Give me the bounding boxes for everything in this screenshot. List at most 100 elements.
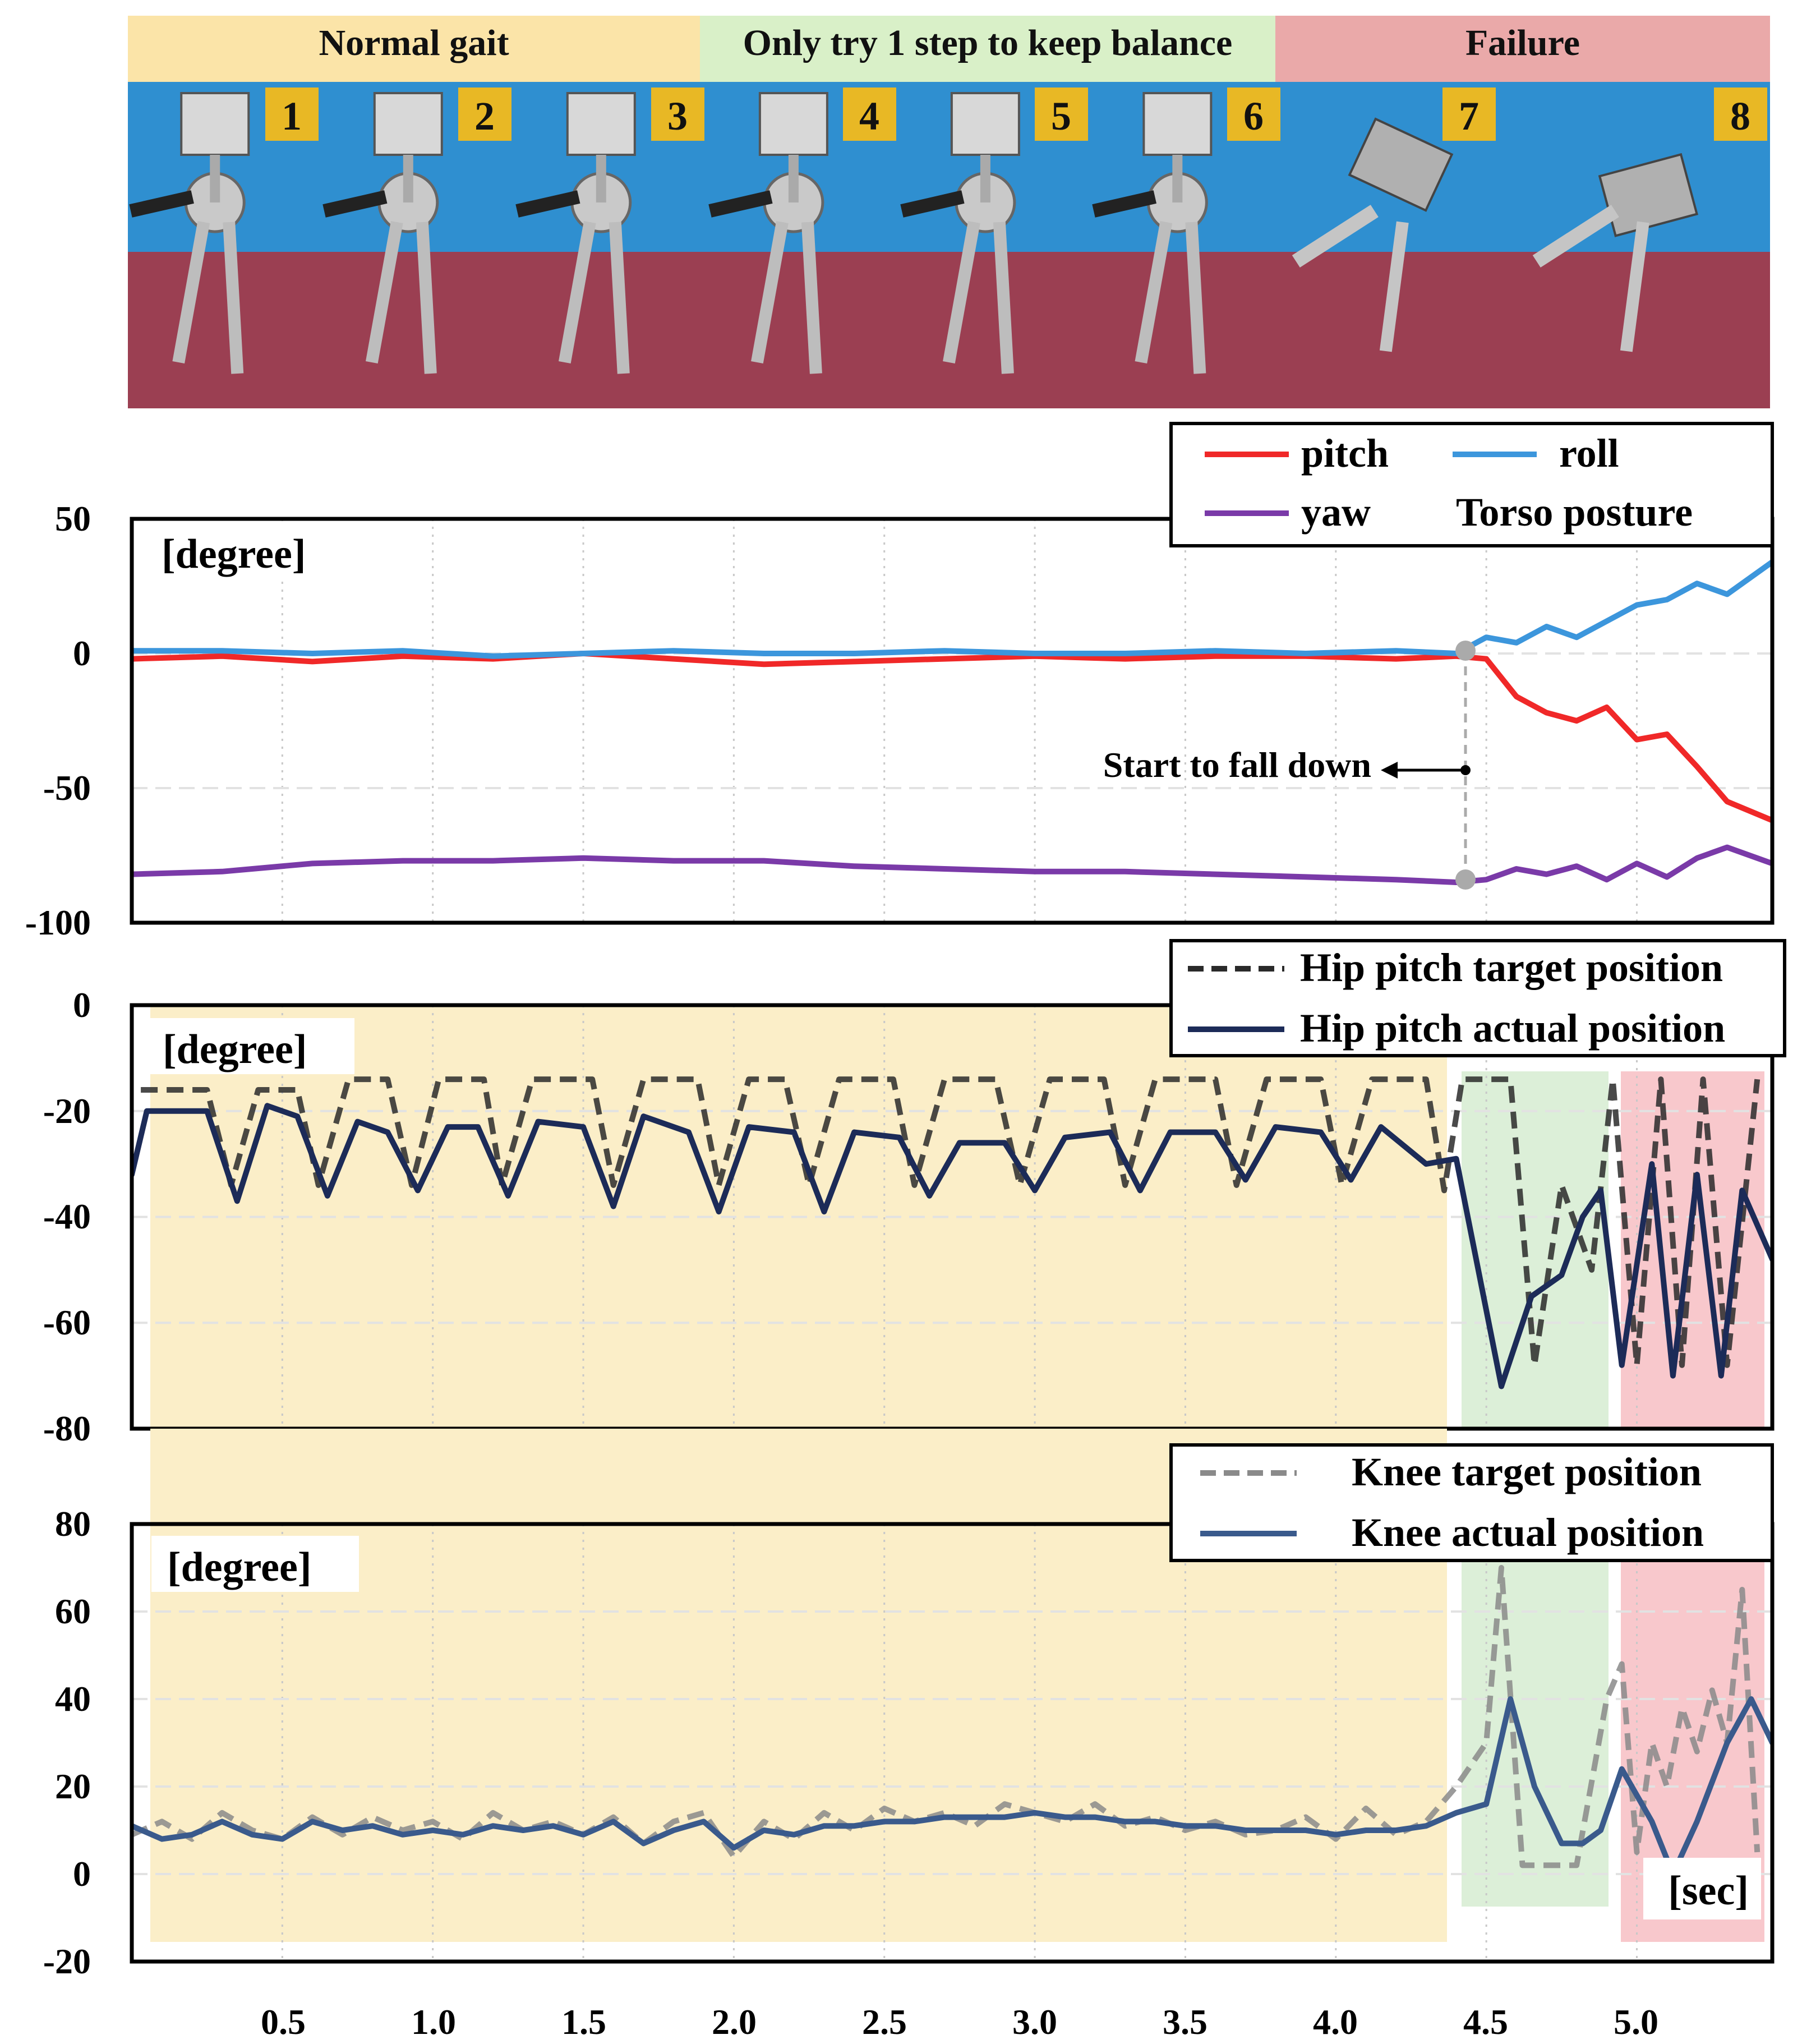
unit-label-hip: [degree] bbox=[163, 1026, 307, 1072]
ytick-label: 0 bbox=[73, 633, 91, 673]
xtick-label: 4.0 bbox=[1313, 2002, 1358, 2042]
event-marker-top bbox=[1455, 641, 1476, 661]
frame-number-badge bbox=[1227, 88, 1280, 141]
ytick-label: -100 bbox=[25, 903, 91, 942]
xtick-label: 2.5 bbox=[862, 2002, 907, 2042]
phase-label-failure: Failure bbox=[1465, 22, 1580, 63]
unit-label-bg bbox=[151, 1536, 359, 1592]
ytick-label: 0 bbox=[73, 1854, 91, 1894]
photo-floor bbox=[321, 252, 514, 408]
ytick-label: 80 bbox=[55, 1504, 91, 1544]
xtick-label: 1.5 bbox=[561, 2002, 606, 2042]
frame-number-badge bbox=[843, 88, 896, 141]
series-line-yaw bbox=[132, 844, 1772, 885]
xtick-label: 3.0 bbox=[1012, 2002, 1057, 2042]
photo-floor bbox=[128, 252, 321, 408]
robot-silhouette bbox=[1092, 92, 1213, 374]
series-line-hip-actual bbox=[132, 1103, 1772, 1389]
ytick-label: 0 bbox=[73, 985, 91, 1025]
photo-strip: 1 2 3 4 5 6 7 8 bbox=[128, 82, 1770, 408]
frame-number-label: 5 bbox=[1051, 94, 1071, 139]
frame-number-badge bbox=[458, 88, 511, 141]
photo-floor bbox=[899, 252, 1091, 408]
frame-number-badge bbox=[651, 88, 704, 141]
ytick-label: -50 bbox=[43, 768, 91, 808]
ytick-label: 20 bbox=[55, 1766, 91, 1806]
xaxis-unit-label: [sec] bbox=[1668, 1868, 1749, 1914]
frame-number-label: 7 bbox=[1459, 94, 1479, 139]
frame-number-badge bbox=[1442, 88, 1496, 141]
phase-band-balance bbox=[700, 16, 1275, 82]
region-balance-knee bbox=[1462, 1524, 1609, 1907]
legend-label-hip-actual: Hip pitch actual position bbox=[1300, 1006, 1725, 1051]
legend-hip: Hip pitch target position Hip pitch actu… bbox=[1169, 939, 1786, 1057]
series-line-knee-actual bbox=[132, 1696, 1772, 1877]
xtick-label: 5.0 bbox=[1614, 2002, 1658, 2042]
unit-label-bg bbox=[147, 1018, 354, 1074]
series-line-roll bbox=[132, 559, 1772, 659]
legend-knee: Knee target position Knee actual positio… bbox=[1169, 1443, 1774, 1562]
grid-hip bbox=[132, 1005, 1772, 1429]
chart-knee: [degree] [sec] 80 60 40 20 0 -20 Knee ta… bbox=[43, 1429, 1775, 1981]
legend-label-hip-target: Hip pitch target position bbox=[1300, 945, 1723, 990]
frame-number-label: 1 bbox=[282, 94, 302, 139]
annotation-start-to-fall: Start to fall down bbox=[1103, 745, 1371, 785]
robot-silhouette bbox=[1532, 153, 1698, 352]
xtick-label: 0.5 bbox=[261, 2002, 306, 2042]
unit-label-knee: [degree] bbox=[167, 1544, 311, 1590]
robot-silhouette bbox=[900, 92, 1020, 374]
ytick-label: -80 bbox=[43, 1408, 91, 1448]
phase-label-normal: Normal gait bbox=[319, 22, 509, 63]
legend-torso: pitch roll yaw Torso posture bbox=[1169, 422, 1774, 547]
photo-floor bbox=[707, 252, 899, 408]
xtick-label: 4.5 bbox=[1463, 2002, 1508, 2042]
series-line-hip-target bbox=[141, 1076, 1760, 1368]
unit-label-bg bbox=[146, 524, 353, 581]
plot-torso bbox=[132, 559, 1772, 885]
ytick-label: 50 bbox=[55, 499, 91, 538]
region-failure-hip bbox=[1621, 1071, 1764, 1429]
frame-number-label: 6 bbox=[1243, 94, 1264, 139]
chart-hip-pitch: [degree] 0 -20 -40 -60 -80 Hip pitch tar… bbox=[43, 939, 1786, 1448]
xaxis: 0.5 1.0 1.5 2.0 2.5 3.0 3.5 4.0 4.5 5.0 bbox=[261, 2002, 1658, 2042]
robot-silhouette bbox=[1292, 117, 1454, 352]
phase-band-failure bbox=[1275, 16, 1770, 82]
phase-band-normal bbox=[128, 16, 700, 82]
unit-label-torso: [degree] bbox=[162, 531, 306, 577]
robot-silhouette bbox=[322, 92, 443, 374]
xtick-label: 3.5 bbox=[1163, 2002, 1208, 2042]
plot-frame-knee bbox=[130, 1522, 1775, 1964]
plot-knee bbox=[132, 1565, 1772, 1877]
legend-box-hip bbox=[1169, 939, 1786, 1057]
frame-number-badge bbox=[1714, 88, 1767, 141]
frame-number-badge bbox=[265, 88, 319, 141]
legend-box-knee bbox=[1169, 1443, 1774, 1562]
annotation-arrowhead bbox=[1381, 762, 1398, 779]
ytick-label: -20 bbox=[43, 1091, 91, 1131]
photo-floor bbox=[514, 252, 707, 408]
phase-label-balance: Only try 1 step to keep balance bbox=[743, 22, 1233, 63]
frame-number-label: 8 bbox=[1730, 94, 1750, 139]
photo-floor bbox=[1091, 252, 1283, 408]
legend-label-knee-target: Knee target position bbox=[1352, 1449, 1702, 1494]
unit-label-bg bbox=[1643, 1858, 1761, 1919]
event-marker-bottom bbox=[1455, 869, 1476, 890]
legend-label-knee-actual: Knee actual position bbox=[1352, 1510, 1704, 1555]
frame-number-label: 4 bbox=[859, 94, 879, 139]
ytick-label: -40 bbox=[43, 1196, 91, 1236]
frame-number-label: 2 bbox=[474, 94, 495, 139]
legend-title-torso: Torso posture bbox=[1456, 490, 1693, 535]
legend-label-pitch: pitch bbox=[1301, 431, 1389, 476]
ytick-label: 60 bbox=[55, 1591, 91, 1631]
xtick-label: 1.0 bbox=[411, 2002, 456, 2042]
grid-knee bbox=[132, 1524, 1772, 1962]
ytick-label: -20 bbox=[43, 1941, 91, 1981]
legend-label-yaw: yaw bbox=[1301, 490, 1371, 535]
robot-silhouette bbox=[129, 92, 250, 374]
legend-label-roll: roll bbox=[1559, 431, 1619, 476]
phase-banner: Normal gait Only try 1 step to keep bala… bbox=[128, 16, 1770, 82]
xtick-label: 2.0 bbox=[712, 2002, 757, 2042]
plot-frame-torso bbox=[130, 517, 1775, 925]
plot-hip bbox=[132, 1076, 1772, 1389]
